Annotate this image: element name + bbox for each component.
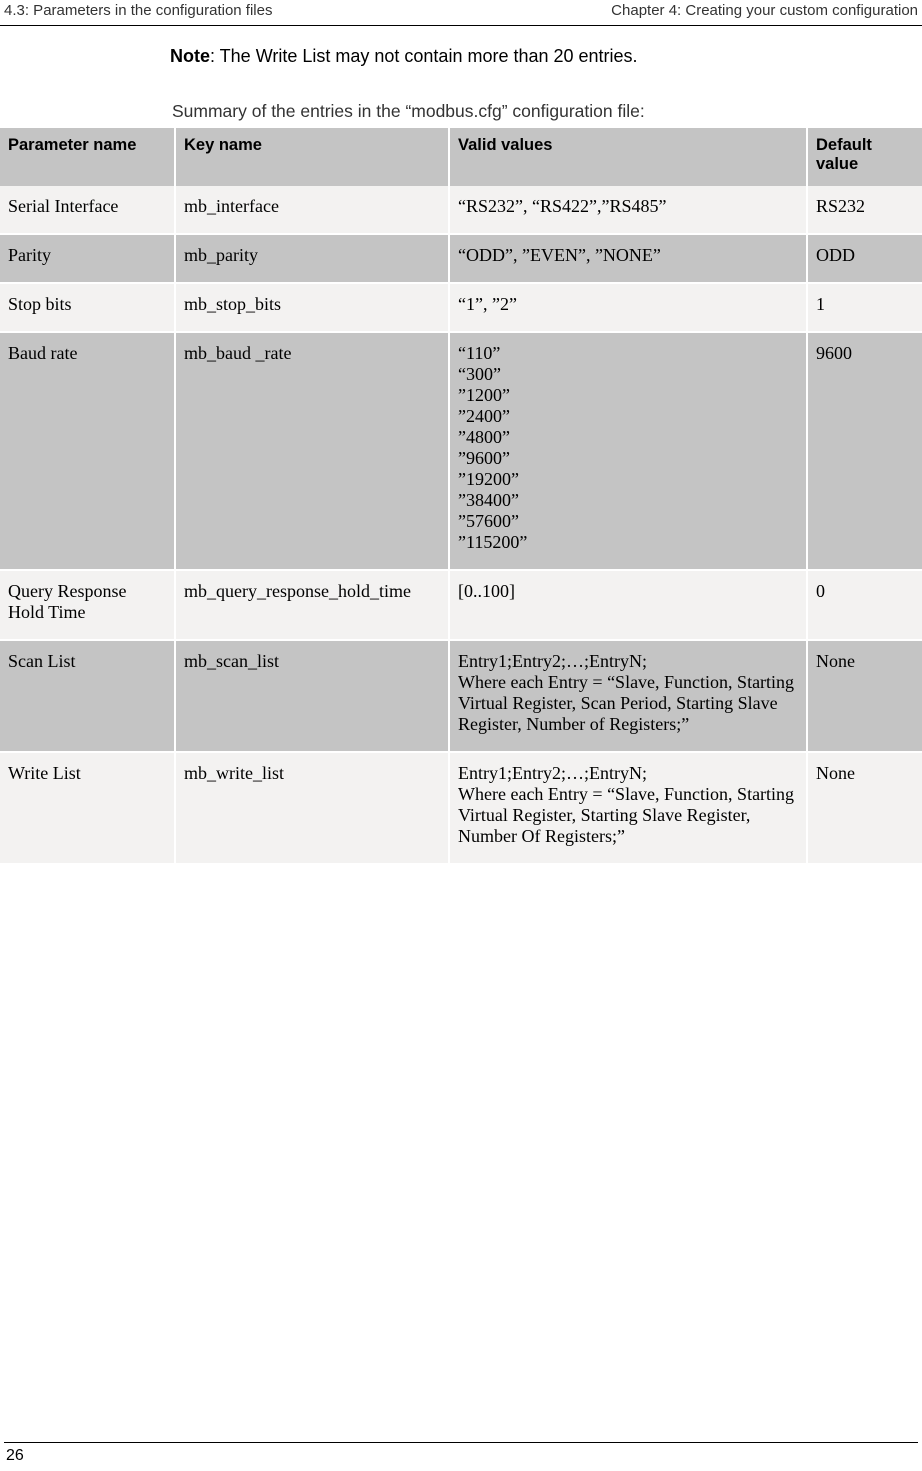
cell-def: 1	[808, 284, 922, 333]
col-header-default: Default value	[808, 128, 922, 186]
cell-key: mb_scan_list	[176, 641, 450, 753]
cell-def: None	[808, 641, 922, 753]
cell-key: mb_baud _rate	[176, 333, 450, 571]
col-header-valid: Valid values	[450, 128, 808, 186]
cell-valid: “RS232”, “RS422”,”RS485”	[450, 186, 808, 235]
cell-param: Write List	[0, 753, 176, 865]
cell-valid: “ODD”, ”EVEN”, ”NONE”	[450, 235, 808, 284]
cell-param: Baud rate	[0, 333, 176, 571]
cell-key: mb_write_list	[176, 753, 450, 865]
cell-param: Serial Interface	[0, 186, 176, 235]
cell-valid: Entry1;Entry2;…;EntryN; Where each Entry…	[450, 641, 808, 753]
footer-rule	[4, 1442, 918, 1443]
cell-valid: “1”, ”2”	[450, 284, 808, 333]
note-label: Note	[170, 46, 210, 66]
note-line: Note: The Write List may not contain mor…	[0, 26, 922, 71]
cell-valid: “110” “300” ”1200” ”2400” ”4800” ”9600” …	[450, 333, 808, 571]
table-row: Paritymb_parity“ODD”, ”EVEN”, ”NONE”ODD	[0, 235, 922, 284]
table-row: Stop bitsmb_stop_bits “1”, ”2”1	[0, 284, 922, 333]
cell-param: Stop bits	[0, 284, 176, 333]
page-footer: 26	[0, 1442, 922, 1471]
table-row: Write Listmb_write_listEntry1;Entry2;…;E…	[0, 753, 922, 865]
cell-def: ODD	[808, 235, 922, 284]
cell-key: mb_parity	[176, 235, 450, 284]
cell-def: None	[808, 753, 922, 865]
cell-param: Parity	[0, 235, 176, 284]
cell-key: mb_query_response_hold_time	[176, 571, 450, 641]
table-row: Baud ratemb_baud _rate“110” “300” ”1200”…	[0, 333, 922, 571]
page-header: 4.3: Parameters in the configuration fil…	[0, 0, 922, 26]
table-row: Serial Interfacemb_interface“RS232”, “RS…	[0, 186, 922, 235]
cell-param: Query Response Hold Time	[0, 571, 176, 641]
page-number: 26	[0, 1447, 922, 1471]
table-row: Scan Listmb_scan_listEntry1;Entry2;…;Ent…	[0, 641, 922, 753]
summary-caption: Summary of the entries in the “modbus.cf…	[0, 71, 922, 128]
cell-def: 9600	[808, 333, 922, 571]
cell-key: mb_interface	[176, 186, 450, 235]
col-header-param: Parameter name	[0, 128, 176, 186]
cell-def: RS232	[808, 186, 922, 235]
cell-key: mb_stop_bits	[176, 284, 450, 333]
note-text: : The Write List may not contain more th…	[210, 46, 638, 66]
config-table: Parameter name Key name Valid values Def…	[0, 128, 922, 865]
cell-valid: Entry1;Entry2;…;EntryN; Where each Entry…	[450, 753, 808, 865]
cell-valid: [0..100]	[450, 571, 808, 641]
header-chapter: Chapter 4: Creating your custom configur…	[611, 2, 918, 19]
header-section: 4.3: Parameters in the configuration fil…	[4, 2, 272, 19]
cell-param: Scan List	[0, 641, 176, 753]
table-row: Query Response Hold Timemb_query_respons…	[0, 571, 922, 641]
cell-def: 0	[808, 571, 922, 641]
table-header-row: Parameter name Key name Valid values Def…	[0, 128, 922, 186]
col-header-key: Key name	[176, 128, 450, 186]
